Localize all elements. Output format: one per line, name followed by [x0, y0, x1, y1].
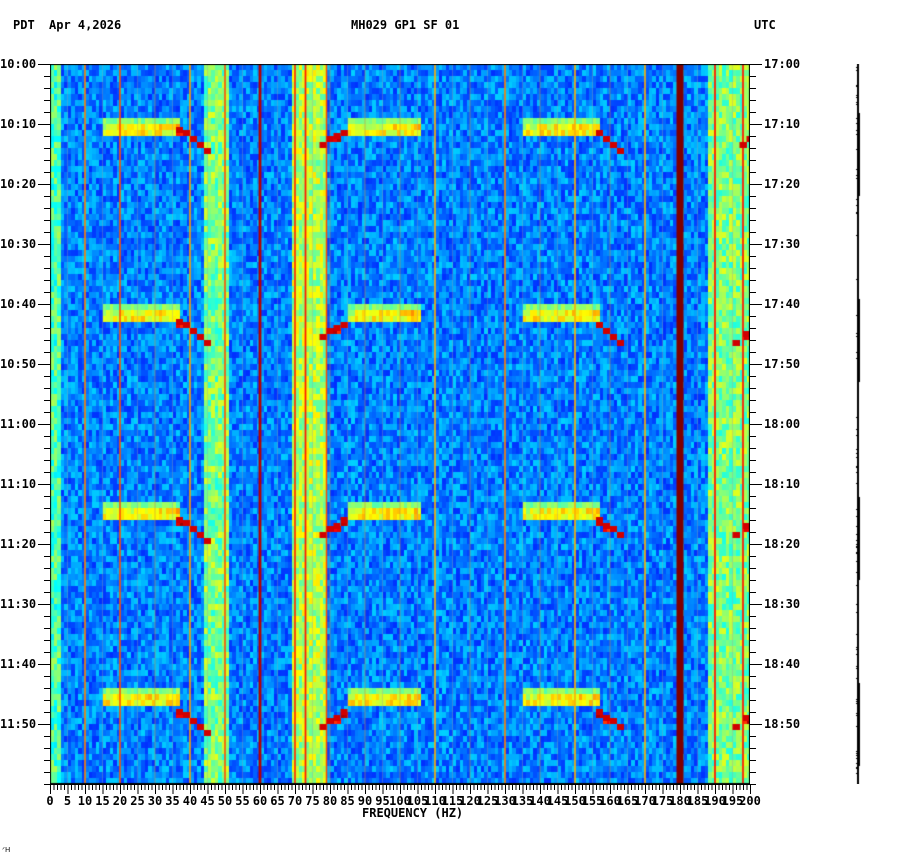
x-tick-label: 120 — [459, 794, 481, 808]
x-tick-label: 15 — [95, 794, 110, 808]
x-tick-label: 200 — [739, 794, 761, 808]
y-tick-label-right: 17:50 — [764, 357, 801, 371]
x-tick-label: 150 — [564, 794, 586, 808]
amplitude-trace — [850, 64, 866, 784]
x-tick-label: 160 — [599, 794, 621, 808]
right-timezone-label: UTC — [754, 18, 776, 32]
x-tick-label: 185 — [686, 794, 709, 808]
x-tick-label: 170 — [634, 794, 656, 808]
station-title: MH029 GP1 SF 01 — [351, 18, 460, 32]
x-tick-label: 0 — [46, 794, 54, 808]
x-tick-label: 155 — [581, 794, 604, 808]
x-tick-label: 60 — [252, 794, 268, 808]
x-tick-label: 35 — [165, 794, 180, 808]
y-tick-label-left: 11:40 — [0, 657, 37, 671]
spectrogram-canvas — [50, 64, 750, 784]
x-tick-label: 40 — [182, 794, 198, 808]
y-tick-label-right: 18:10 — [764, 477, 801, 491]
y-tick-label-left: 11:20 — [0, 537, 37, 551]
y-tick-label-left: 10:20 — [0, 177, 37, 191]
x-tick-label: 110 — [424, 794, 446, 808]
y-tick-label-left: 11:00 — [0, 417, 37, 431]
x-tick-label: 140 — [529, 794, 551, 808]
x-tick-label: 10 — [77, 794, 93, 808]
x-tick-label: 65 — [270, 794, 285, 808]
x-tick-label: 125 — [476, 794, 499, 808]
corner-mark-icon: ᐟᕼ — [2, 846, 11, 854]
y-tick-label-right: 18:00 — [764, 417, 801, 431]
x-tick-label: 95 — [375, 794, 390, 808]
x-tick-label: 165 — [616, 794, 639, 808]
x-tick-label: 115 — [441, 794, 464, 808]
x-tick-label: 45 — [200, 794, 215, 808]
left-timezone-label: PDT — [13, 18, 35, 32]
x-tick-label: 80 — [322, 794, 338, 808]
x-tick-label: 55 — [235, 794, 250, 808]
y-tick-label-right: 18:20 — [764, 537, 801, 551]
x-axis-title: FREQUENCY (HZ) — [362, 806, 464, 820]
y-tick-label-right: 17:10 — [764, 117, 801, 131]
x-tick-label: 195 — [721, 794, 744, 808]
x-tick-label: 180 — [669, 794, 691, 808]
x-tick-label: 20 — [112, 794, 128, 808]
x-tick-label: 130 — [494, 794, 516, 808]
x-tick-label: 75 — [305, 794, 320, 808]
y-tick-label-right: 18:50 — [764, 717, 801, 731]
y-tick-label-left: 10:00 — [0, 57, 37, 71]
x-tick-label: 70 — [287, 794, 303, 808]
y-tick-label-right: 17:40 — [764, 297, 801, 311]
x-tick-label: 85 — [340, 794, 355, 808]
x-tick-label: 25 — [130, 794, 145, 808]
date-label: Apr 4,2026 — [49, 18, 122, 32]
y-tick-label-right: 17:20 — [764, 177, 801, 191]
y-tick-label-left: 10:40 — [0, 297, 37, 311]
x-tick-label: 175 — [651, 794, 674, 808]
y-tick-label-right: 17:00 — [764, 57, 801, 71]
x-tick-label: 145 — [546, 794, 569, 808]
spectrogram-plot — [50, 64, 750, 784]
x-tick-label: 100 — [389, 794, 411, 808]
y-tick-label-left: 10:50 — [0, 357, 37, 371]
y-tick-label-right: 17:30 — [764, 237, 801, 251]
x-tick-label: 90 — [357, 794, 373, 808]
y-tick-label-left: 11:30 — [0, 597, 37, 611]
x-tick-label: 50 — [217, 794, 233, 808]
y-tick-label-right: 18:30 — [764, 597, 801, 611]
x-tick-label: 30 — [147, 794, 163, 808]
x-tick-label: 135 — [511, 794, 534, 808]
y-tick-label-left: 11:50 — [0, 717, 37, 731]
x-tick-label: 190 — [704, 794, 726, 808]
y-tick-label-left: 11:10 — [0, 477, 37, 491]
y-tick-label-left: 10:30 — [0, 237, 37, 251]
x-tick-label: 105 — [406, 794, 429, 808]
y-tick-label-left: 10:10 — [0, 117, 37, 131]
y-tick-label-right: 18:40 — [764, 657, 801, 671]
x-tick-label: 5 — [63, 794, 72, 808]
